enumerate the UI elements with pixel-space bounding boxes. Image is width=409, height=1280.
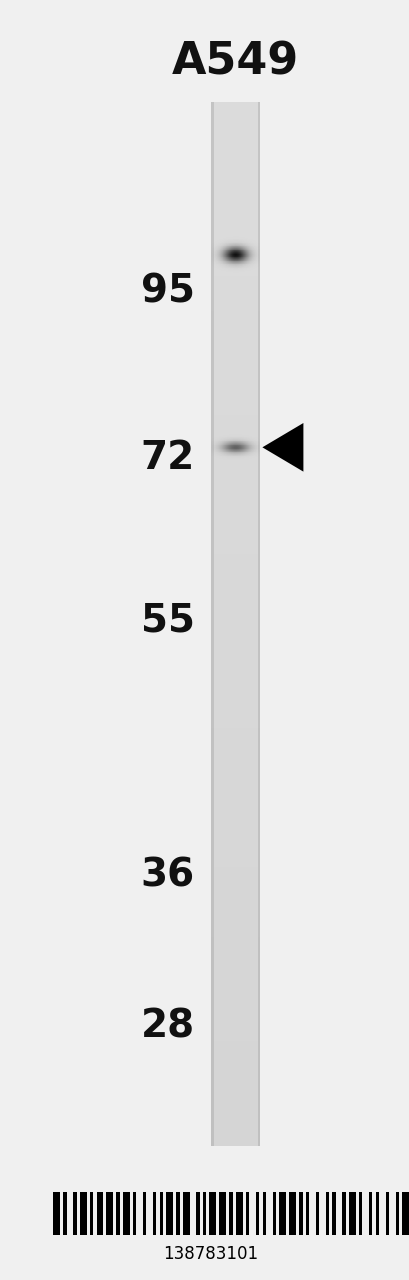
Bar bbox=[143, 1193, 146, 1234]
Text: 36: 36 bbox=[140, 856, 194, 895]
Bar bbox=[262, 1193, 265, 1234]
Text: 138783101: 138783101 bbox=[163, 1244, 258, 1263]
Bar bbox=[375, 1193, 378, 1234]
Bar bbox=[299, 1193, 302, 1234]
Bar bbox=[211, 1111, 260, 1146]
Bar bbox=[401, 1193, 408, 1234]
Bar bbox=[358, 1193, 362, 1234]
Bar bbox=[211, 659, 260, 694]
Bar bbox=[211, 206, 260, 242]
Bar bbox=[176, 1193, 179, 1234]
Bar bbox=[211, 380, 260, 415]
Bar bbox=[305, 1193, 308, 1234]
Bar bbox=[348, 1193, 355, 1234]
Bar bbox=[211, 623, 260, 659]
Bar bbox=[288, 1193, 295, 1234]
Bar bbox=[116, 1193, 119, 1234]
Bar bbox=[211, 102, 213, 1146]
Bar bbox=[211, 554, 260, 589]
Bar bbox=[211, 102, 260, 137]
Text: 28: 28 bbox=[140, 1007, 194, 1046]
Bar bbox=[211, 694, 260, 728]
Bar bbox=[395, 1193, 398, 1234]
Bar bbox=[211, 832, 260, 868]
Bar bbox=[257, 102, 260, 1146]
Bar bbox=[211, 137, 260, 172]
Bar bbox=[106, 1193, 113, 1234]
Bar bbox=[53, 1193, 60, 1234]
Bar bbox=[211, 797, 260, 832]
Bar bbox=[219, 1193, 225, 1234]
Bar bbox=[153, 1193, 156, 1234]
Bar bbox=[123, 1193, 129, 1234]
Bar bbox=[211, 972, 260, 1006]
Text: A549: A549 bbox=[172, 41, 299, 84]
Bar bbox=[272, 1193, 275, 1234]
Bar bbox=[211, 868, 260, 902]
Bar bbox=[211, 346, 260, 380]
Bar bbox=[211, 763, 260, 797]
Bar bbox=[211, 172, 260, 206]
Bar bbox=[211, 937, 260, 972]
Text: 95: 95 bbox=[140, 273, 194, 311]
Bar bbox=[236, 1193, 242, 1234]
Bar bbox=[96, 1193, 103, 1234]
Bar bbox=[211, 276, 260, 311]
Bar bbox=[325, 1193, 328, 1234]
Bar bbox=[63, 1193, 66, 1234]
Bar bbox=[209, 1193, 216, 1234]
Bar bbox=[332, 1193, 335, 1234]
Bar bbox=[255, 1193, 259, 1234]
Bar bbox=[211, 485, 260, 520]
Text: 72: 72 bbox=[140, 439, 194, 477]
Bar bbox=[182, 1193, 189, 1234]
Bar bbox=[245, 1193, 249, 1234]
Text: 55: 55 bbox=[140, 602, 194, 640]
Bar bbox=[159, 1193, 162, 1234]
Bar bbox=[342, 1193, 345, 1234]
Bar bbox=[211, 520, 260, 554]
Bar bbox=[211, 902, 260, 937]
Bar bbox=[368, 1193, 371, 1234]
Bar bbox=[315, 1193, 318, 1234]
Polygon shape bbox=[262, 422, 303, 471]
Bar bbox=[211, 451, 260, 485]
Bar bbox=[211, 415, 260, 451]
Bar bbox=[211, 311, 260, 346]
Bar bbox=[211, 728, 260, 763]
Bar bbox=[211, 589, 260, 623]
Bar bbox=[211, 102, 260, 1146]
Bar bbox=[202, 1193, 206, 1234]
Bar bbox=[229, 1193, 232, 1234]
Bar bbox=[211, 1042, 260, 1076]
Bar bbox=[385, 1193, 388, 1234]
Bar bbox=[211, 1076, 260, 1111]
Bar bbox=[166, 1193, 173, 1234]
Bar bbox=[279, 1193, 285, 1234]
Bar bbox=[133, 1193, 136, 1234]
Bar bbox=[90, 1193, 93, 1234]
Bar bbox=[73, 1193, 76, 1234]
Bar bbox=[196, 1193, 199, 1234]
Bar bbox=[80, 1193, 86, 1234]
Bar bbox=[211, 1006, 260, 1042]
Bar bbox=[211, 242, 260, 276]
